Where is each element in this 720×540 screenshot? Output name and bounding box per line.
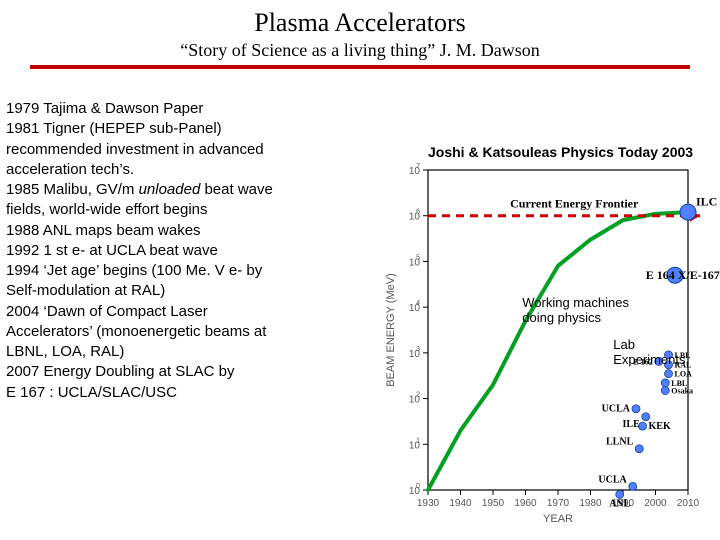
page-title: Plasma Accelerators [0, 8, 720, 38]
svg-text:Lab: Lab [613, 337, 635, 352]
svg-text:1960: 1960 [514, 498, 537, 509]
svg-text:UCLA: UCLA [598, 474, 627, 485]
svg-text:7: 7 [416, 163, 420, 170]
svg-text:Working machines: Working machines [522, 295, 629, 310]
svg-text:5: 5 [416, 254, 420, 261]
timeline-line: 1994 ‘Jet age’ begins (100 Me. V e- by [6, 261, 380, 281]
timeline-line: Self-modulation at RAL) [6, 281, 380, 301]
svg-text:Experiments: Experiments [613, 352, 686, 367]
timeline-line: 2004 ‘Dawn of Compact Laser [6, 302, 380, 322]
timeline-line: LBNL, LOA, RAL) [6, 342, 380, 362]
svg-text:LLNL: LLNL [606, 437, 634, 448]
svg-text:E 164 X/E-167: E 164 X/E-167 [646, 268, 720, 282]
timeline-line: recommended investment in advanced [6, 140, 380, 160]
page-subtitle: “Story of Science as a living thing” J. … [0, 40, 720, 61]
svg-text:KEK: KEK [649, 421, 671, 432]
svg-text:1940: 1940 [449, 498, 472, 509]
svg-text:4: 4 [416, 300, 420, 307]
svg-text:1950: 1950 [482, 498, 505, 509]
energy-chart: 1001011021031041051061071930194019501960… [380, 110, 720, 530]
chart-credit: Joshi & Katsouleas Physics Today 2003 [428, 144, 693, 160]
svg-text:ILE: ILE [623, 419, 641, 430]
timeline-line: 1981 Tigner (HEPEP sub-Panel) [6, 119, 380, 139]
svg-text:1980: 1980 [579, 498, 602, 509]
timeline-line: E 167 : UCLA/SLAC/USC [6, 383, 380, 403]
svg-text:2000: 2000 [644, 498, 667, 509]
svg-text:UCLA: UCLA [602, 404, 631, 415]
timeline-line: 2007 Energy Doubling at SLAC by [6, 362, 380, 382]
svg-text:1970: 1970 [547, 498, 570, 509]
svg-text:YEAR: YEAR [543, 513, 573, 525]
timeline-line: Accelerators’ (monoenergetic beams at [6, 322, 380, 342]
svg-text:LBL: LBL [671, 379, 687, 388]
svg-text:0: 0 [416, 483, 420, 490]
svg-text:BEAM ENERGY (MeV): BEAM ENERGY (MeV) [385, 273, 397, 387]
svg-text:1: 1 [416, 437, 420, 444]
svg-text:Current Energy Frontier: Current Energy Frontier [510, 197, 639, 211]
timeline-line: 1979 Tajima & Dawson Paper [6, 99, 380, 119]
timeline-line: 1985 Malibu, GV/m unloaded beat wave [6, 180, 380, 200]
svg-text:ILC: ILC [696, 195, 717, 209]
timeline-text: 1979 Tajima & Dawson Paper1981 Tigner (H… [0, 99, 380, 403]
timeline-line: acceleration tech’s. [6, 160, 380, 180]
svg-text:2010: 2010 [677, 498, 700, 509]
title-rule [30, 65, 690, 69]
svg-text:6: 6 [416, 209, 420, 216]
svg-text:3: 3 [416, 346, 420, 353]
chart-area: Joshi & Katsouleas Physics Today 2003 1 0… [380, 110, 720, 530]
svg-text:LOA: LOA [675, 370, 693, 379]
svg-text:1930: 1930 [417, 498, 440, 509]
svg-text:doing physics: doing physics [522, 310, 601, 325]
svg-text:ANL: ANL [609, 498, 630, 509]
timeline-line: 1992 1 st e- at UCLA beat wave [6, 241, 380, 261]
timeline-line: fields, world-wide effort begins [6, 200, 380, 220]
timeline-line: 1988 ANL maps beam wakes [6, 221, 380, 241]
svg-text:2: 2 [416, 392, 420, 399]
